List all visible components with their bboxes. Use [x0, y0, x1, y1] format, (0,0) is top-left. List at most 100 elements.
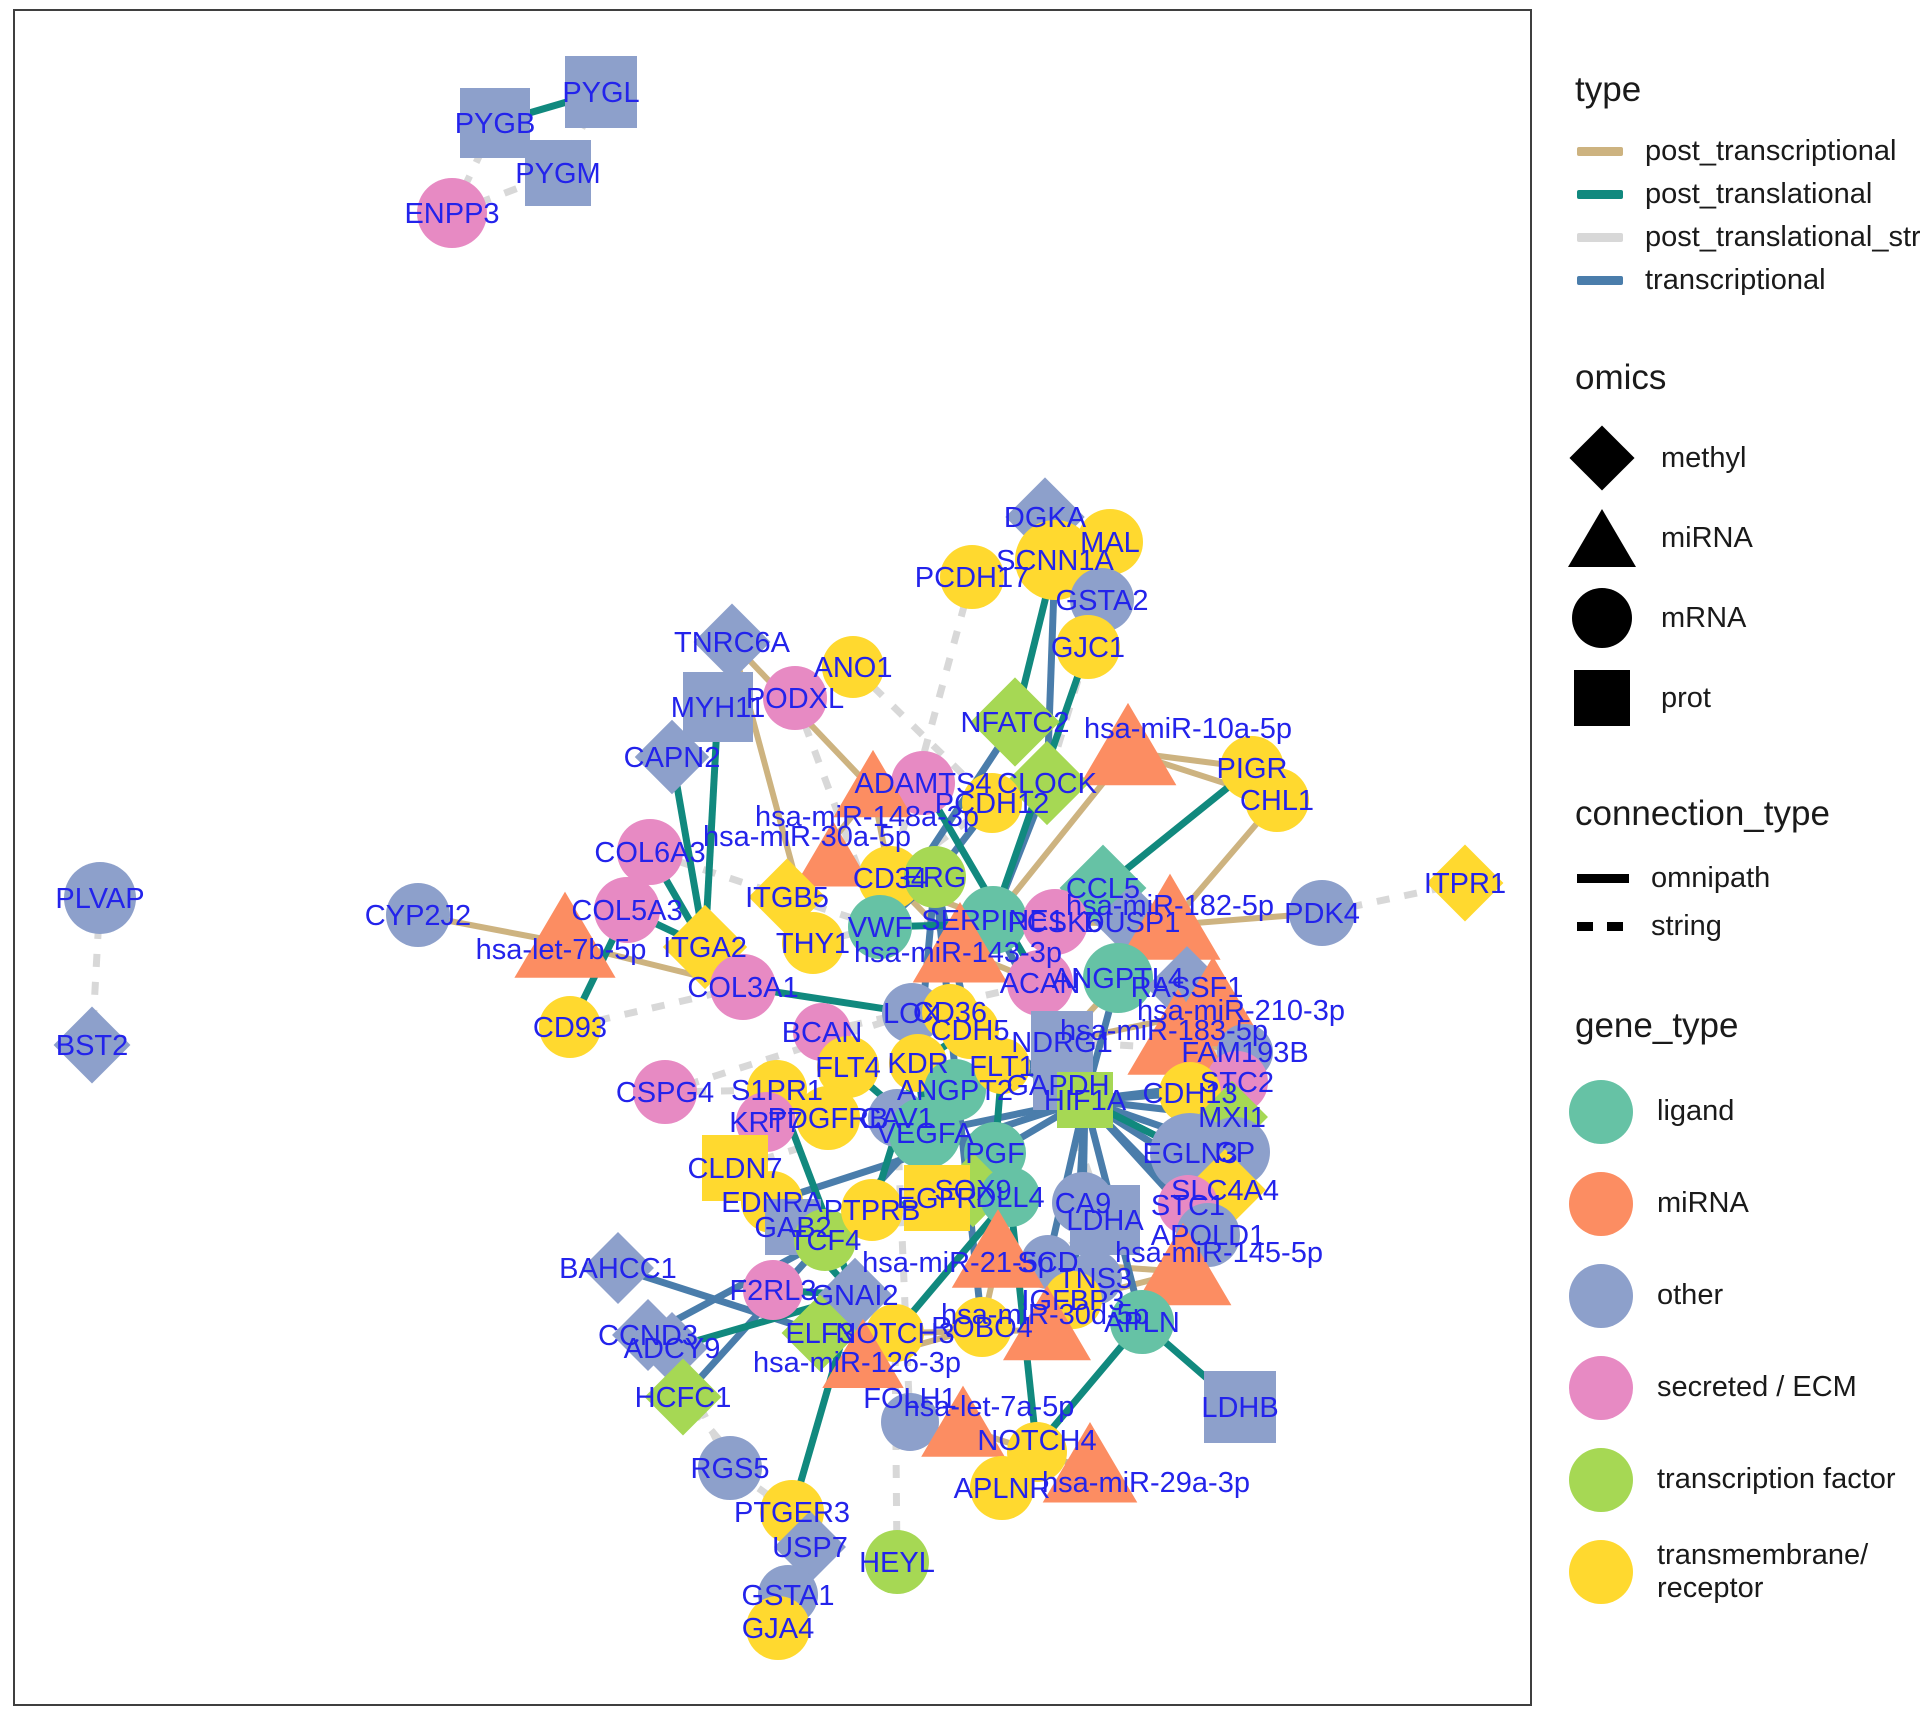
node-label-hsa-miR-29a-3p: hsa-miR-29a-3p: [1042, 1467, 1250, 1499]
node-label-CCND3: CCND3: [598, 1320, 698, 1352]
network-node-CD93: [539, 996, 601, 1058]
node-label-hsa-miR-30d-5p: hsa-miR-30d-5p: [941, 1299, 1149, 1331]
network-edge-transcriptional: [680, 1237, 828, 1400]
network-node-BST2: [53, 1006, 131, 1084]
node-label-KRT7: KRT7: [729, 1107, 803, 1139]
legend-item-label: mRNA: [1661, 601, 1747, 634]
gene-type-color-swatch: [1569, 1540, 1633, 1604]
node-label-FOLH1: FOLH1: [863, 1383, 956, 1415]
legend-section-type: type post_transcriptional post_translatio…: [1565, 70, 1920, 302]
line-style-swatch: [1577, 873, 1629, 883]
network-edge-post_translational_string: [850, 664, 995, 806]
node-label-hsa-let-7a-5p: hsa-let-7a-5p: [904, 1391, 1075, 1423]
legend-section-omics: omics methyl miRNA mRNA prot: [1565, 358, 1920, 738]
node-label-CHL1: CHL1: [1240, 785, 1314, 817]
node-label-hsa-miR-10a-5p: hsa-miR-10a-5p: [1084, 713, 1292, 745]
node-label-FLT1: FLT1: [969, 1051, 1035, 1083]
legend-section-gene-type: gene_type ligand miRNA other secreted / ECM…: [1565, 1006, 1920, 1618]
gene-type-color-swatch: [1569, 1448, 1633, 1512]
legend-items-type: post_transcriptional post_translational po…: [1565, 130, 1920, 302]
shape-swatch-box: [1565, 509, 1639, 567]
node-label-hsa-miR-30a-5p: hsa-miR-30a-5p: [703, 821, 911, 853]
network-node-GJA4: [746, 1596, 810, 1660]
node-label-CP: CP: [1215, 1137, 1255, 1169]
network-node-HEYL: [865, 1530, 929, 1594]
legend-item-other: other: [1565, 1250, 1920, 1342]
node-label-GNAI2: GNAI2: [811, 1280, 898, 1312]
node-label-hsa-miR-143-3p: hsa-miR-143-3p: [854, 937, 1062, 969]
network-node-CSPG4: [633, 1060, 697, 1124]
gene-type-color-swatch: [1569, 1172, 1633, 1236]
legend-item-miRNA: miRNA: [1565, 1158, 1920, 1250]
node-label-SERPINE1: SERPINE1: [921, 905, 1064, 937]
legend-title-gene-type: gene_type: [1575, 1006, 1739, 1045]
node-label-SCD: SCD: [1017, 1247, 1078, 1279]
network-node-PCSK6: [1022, 889, 1088, 955]
network-node-CAPN2: [634, 719, 710, 795]
legend-item-label: prot: [1661, 681, 1711, 714]
network-node-F2RL3: [743, 1260, 803, 1320]
legend-item-transcriptional: transcriptional: [1565, 259, 1920, 302]
node-label-PDGFRB: PDGFRB: [768, 1103, 889, 1135]
network-node-LDHB: [1204, 1371, 1276, 1443]
node-label-HEYL: HEYL: [859, 1547, 935, 1579]
network-node-ANGPTL4: [1083, 943, 1153, 1013]
node-label-BCAN: BCAN: [782, 1017, 863, 1049]
node-label-PTGER3: PTGER3: [734, 1497, 850, 1529]
legend-item-label: string: [1651, 909, 1722, 942]
node-label-TCF4: TCF4: [789, 1225, 862, 1257]
shape-swatch-box: [1565, 588, 1639, 648]
network-node-hsa-miR-10a-5p: [1079, 702, 1177, 786]
node-label-CDH5: CDH5: [931, 1015, 1010, 1047]
node-label-ELF3: ELF3: [785, 1318, 854, 1350]
edge-color-swatch: [1577, 147, 1623, 156]
legend-item-label: methyl: [1661, 441, 1747, 474]
network-node-THY1: [782, 912, 844, 974]
network-node-PODXL: [763, 666, 827, 730]
node-label-TNS3: TNS3: [1058, 1263, 1132, 1295]
network-edge-post_translational_string: [821, 979, 1041, 1036]
node-label-APOLD1: APOLD1: [1151, 1220, 1265, 1252]
network-node-ADAMTS4: [891, 751, 955, 815]
network-node-hsa-miR-145-5p: [1134, 1222, 1232, 1306]
network-node-ELF3: [781, 1294, 859, 1372]
node-label-APLNR: APLNR: [954, 1473, 1051, 1505]
legend-item-label: transcriptional: [1645, 264, 1826, 296]
network-node-PTPRB: [841, 1179, 903, 1241]
node-label-BAHCC1: BAHCC1: [559, 1253, 677, 1285]
shape-swatch-box: [1565, 425, 1639, 491]
network-node-DLL4: [980, 1167, 1040, 1227]
network-node-PYGL: [565, 56, 637, 128]
network-node-FLT1: [974, 1038, 1030, 1094]
legend-items-connection-type: omnipath string: [1565, 854, 1920, 950]
node-label-CD34: CD34: [853, 863, 927, 895]
legend-item-label: transcription factor: [1657, 1463, 1896, 1496]
node-label-hsa-miR-145-5p: hsa-miR-145-5p: [1115, 1237, 1323, 1269]
network-node-NOTCH3: [866, 1304, 924, 1362]
legend-item-miRNA: miRNA: [1565, 498, 1920, 578]
edge-color-swatch: [1577, 190, 1623, 199]
network-node-ENPP3: [417, 178, 487, 248]
node-label-KDR: KDR: [887, 1048, 948, 1080]
legend-item-omnipath: omnipath: [1565, 854, 1920, 902]
node-label-hsa-miR-21-5p: hsa-miR-21-5p: [862, 1247, 1054, 1279]
node-label-GSTA2: GSTA2: [1056, 585, 1149, 617]
legend-item-mRNA: mRNA: [1565, 578, 1920, 658]
network-node-COL6A3: [617, 819, 683, 885]
gene-type-color-swatch: [1569, 1356, 1633, 1420]
node-label-hsa-miR-210-3p: hsa-miR-210-3p: [1137, 995, 1345, 1027]
node-label-PCDH17: PCDH17: [915, 562, 1029, 594]
network-node-COL5A3: [594, 877, 660, 943]
network-node-USP7: [774, 1511, 846, 1583]
network-node-CLOCK: [1004, 740, 1090, 826]
node-label-CD36: CD36: [913, 997, 987, 1029]
network-node-RGS5: [698, 1436, 762, 1500]
legend-item-ligand: ligand: [1565, 1066, 1920, 1158]
node-label-LOX: LOX: [883, 998, 941, 1030]
node-label-NOTCH4: NOTCH4: [977, 1425, 1096, 1457]
network-node-hsa-miR-30a-5p: [794, 820, 872, 887]
network-node-hsa-miR-183-5p: [1127, 988, 1229, 1075]
network-node-TCF4: [794, 1209, 856, 1271]
network-node-HIF1A: [1057, 1072, 1113, 1128]
legend-item-label: secreted / ECM: [1657, 1371, 1857, 1404]
